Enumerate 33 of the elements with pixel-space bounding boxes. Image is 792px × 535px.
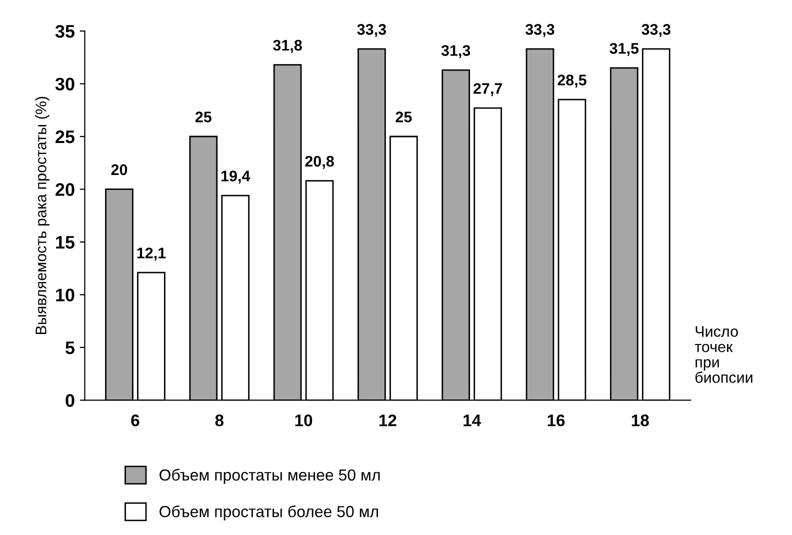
x-tick-label: 10	[295, 414, 312, 426]
y-tick-label: 35	[55, 24, 75, 38]
data-label: 20,8	[305, 156, 334, 169]
x-tick-label: 8	[215, 414, 224, 426]
data-label: 31,5	[610, 42, 639, 56]
data-label: 31,8	[273, 40, 302, 53]
data-label: 33,3	[642, 24, 670, 38]
y-tick-label: 10	[56, 288, 74, 302]
legend-label: Объем простаты менее 50 мл	[160, 468, 380, 484]
data-label: 25	[195, 112, 212, 122]
x-tick-label: 6	[131, 414, 140, 426]
y-tick-label: 15	[56, 236, 75, 249]
legend-label: Объем простаты более 50 мл	[160, 505, 378, 520]
y-tick-label: 0	[66, 394, 74, 407]
x-tick-label: 14	[464, 414, 482, 426]
y-tick-label: 20	[56, 183, 74, 196]
data-label: 28,5	[558, 74, 586, 88]
y-tick-label: 5	[66, 342, 75, 354]
data-label: 33,3	[525, 24, 554, 38]
y-tick-label: 30	[55, 78, 74, 91]
data-label: 12,1	[137, 248, 166, 261]
y-tick-label: 25	[56, 130, 75, 144]
data-label: 25	[396, 112, 412, 122]
x-axis-title: Число точек при биопсии	[694, 326, 752, 383]
data-label: 19,4	[221, 170, 250, 184]
x-tick-label: 16	[548, 414, 565, 426]
x-tick-label: 12	[379, 414, 396, 426]
data-label: 33,3	[357, 24, 386, 38]
y-axis-title: Выявляемость рака простаты (%)	[35, 96, 50, 334]
data-label: 27,7	[473, 83, 502, 96]
data-label: 31,3	[441, 45, 470, 58]
x-tick-label: 18	[632, 414, 649, 426]
data-label: 20	[111, 164, 128, 176]
